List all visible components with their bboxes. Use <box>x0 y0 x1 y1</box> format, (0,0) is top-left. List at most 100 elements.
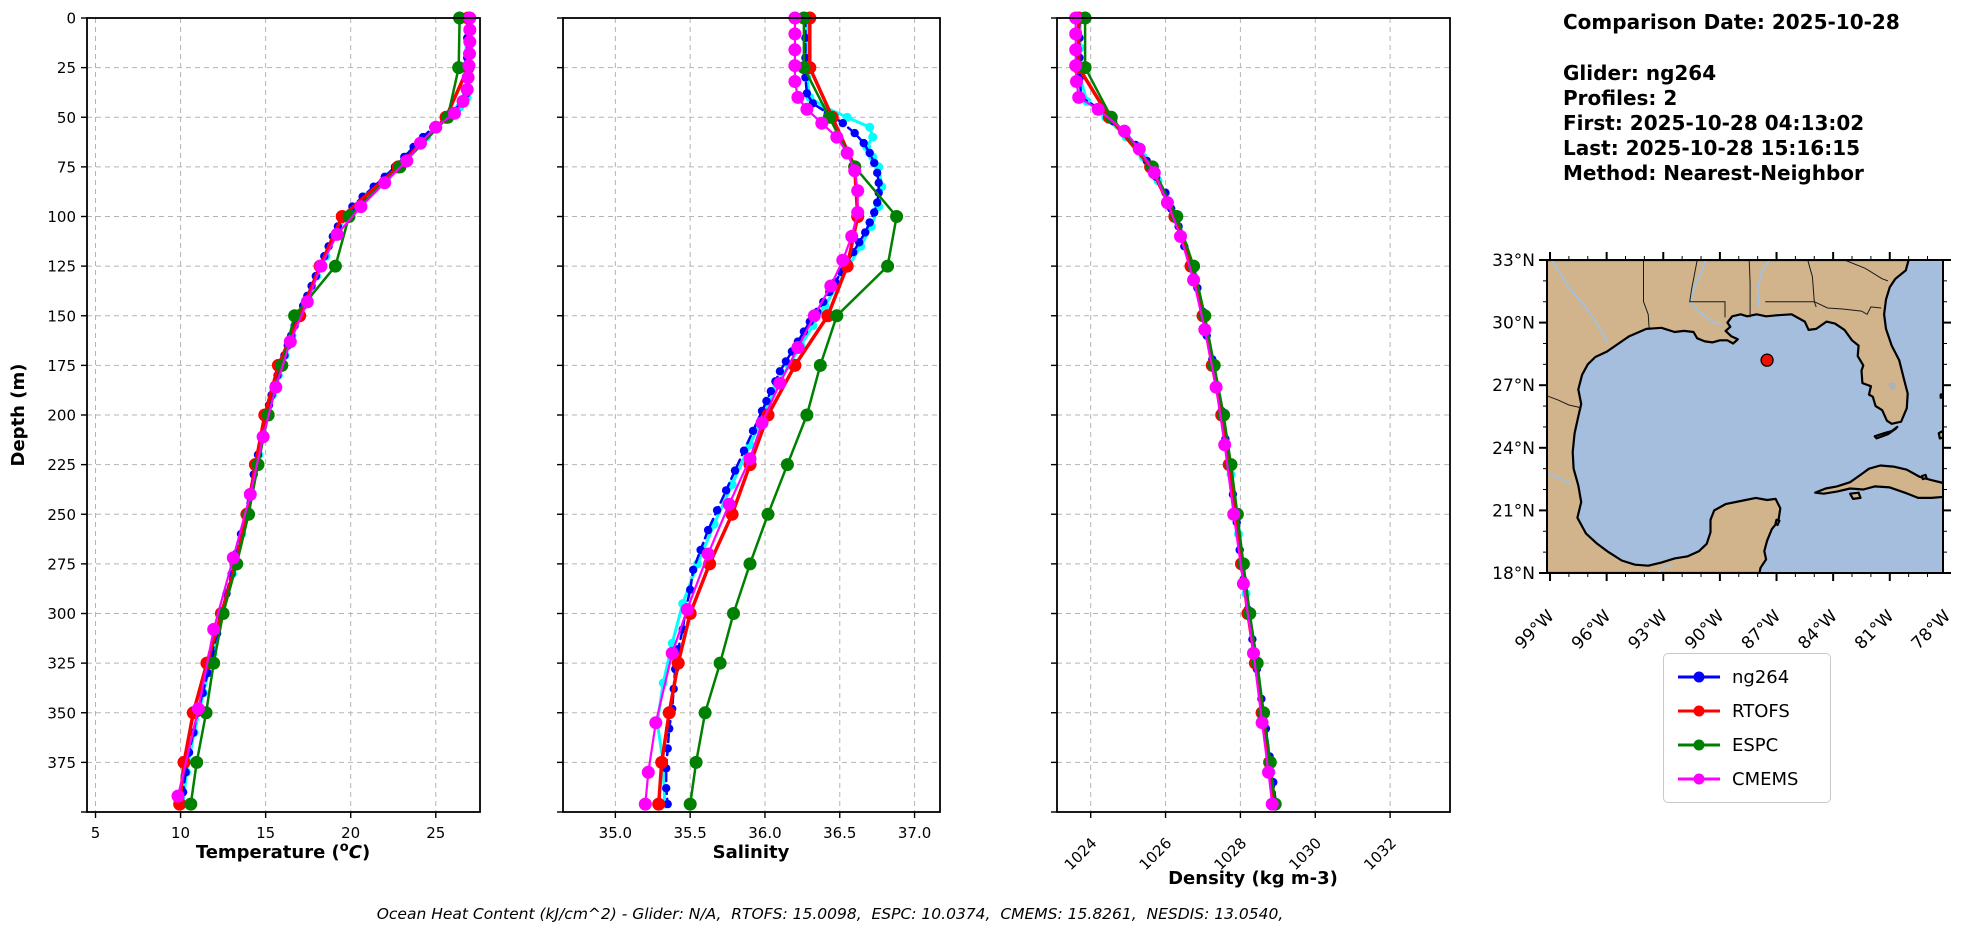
map-lon-label: 78°W <box>1908 606 1955 653</box>
depth-tick-label: 100 <box>47 208 76 226</box>
map-frame <box>1546 259 1944 574</box>
map-river <box>1689 260 1723 326</box>
map-lat-label: 18°N <box>1492 564 1535 584</box>
series-cmems <box>638 11 865 811</box>
temperature-axis-label: Temperature (oC) <box>196 840 370 863</box>
salinity-plot-frame <box>562 17 941 813</box>
depth-tick-label: 150 <box>47 307 76 325</box>
gulf-of-mexico-map: 33°N 30°N 27°N 24°N 21°N 18°N 99°W 96°W 93°W 90°W… <box>1492 251 1955 654</box>
map-land <box>1814 464 1943 499</box>
last-profile-line: Last: 2025-10-28 15:16:15 <box>1563 136 1861 160</box>
temperature-plot-frame <box>86 17 481 813</box>
header-spacer <box>1563 35 1900 61</box>
map-state-border <box>1814 301 1882 315</box>
salinity-tick-label: 35.5 <box>673 824 706 842</box>
series-espc <box>683 11 904 811</box>
salinity-chart: 35.0 35.5 36.0 36.5 37.0 Salinity <box>557 11 941 863</box>
map-state-border <box>1643 260 1650 328</box>
map-lon-label: 81°W <box>1851 606 1898 653</box>
density-tick-label: 1032 <box>1360 834 1400 874</box>
method-line: Method: Nearest-Neighbor <box>1563 161 1864 185</box>
map-land <box>1547 260 1910 573</box>
map-land <box>1849 491 1862 500</box>
series-ng264 <box>1075 13 1281 809</box>
series-espc <box>1078 11 1282 811</box>
density-axis-label: Density (kg m-3) <box>1168 868 1338 889</box>
temperature-tick-label: 15 <box>256 824 275 842</box>
salinity-axis-label: Salinity <box>713 842 790 863</box>
salinity-tick-label: 37.0 <box>898 824 931 842</box>
map-lat-label: 24°N <box>1492 439 1535 459</box>
legend-box: ng264 RTOFS ESPC CMEMS <box>1663 653 1831 803</box>
depth-tick-label: 375 <box>47 754 76 772</box>
map-lon-label: 87°W <box>1738 606 1785 653</box>
depth-tick-label: 250 <box>47 506 76 524</box>
map-lon-label: 84°W <box>1794 606 1841 653</box>
ocean-heat-content-footer: Ocean Heat Content (kJ/cm^2) - Glider: N… <box>376 905 1284 923</box>
map-lon-label: 93°W <box>1624 606 1671 653</box>
legend-entry-espc: ESPC <box>1676 728 1818 762</box>
depth-tick-label: 25 <box>57 59 76 77</box>
depth-tick-label: 325 <box>47 655 76 673</box>
map-lat-label: 21°N <box>1492 501 1535 521</box>
comparison-date-line: Comparison Date: 2025-10-28 <box>1563 10 1900 34</box>
density-tick-label: 1024 <box>1061 834 1101 874</box>
legend-label: CMEMS <box>1732 768 1799 790</box>
legend-entry-cmems: CMEMS <box>1676 762 1818 796</box>
legend-entry-rtofs: RTOFS <box>1676 694 1818 728</box>
temperature-tick-label: 20 <box>341 824 360 842</box>
map-state-border <box>1748 260 1751 318</box>
legend-line-marker-icon <box>1678 671 1720 683</box>
temperature-chart: 0 25 50 75 100 125 150 175 200 225 250 275 300 325 350… <box>8 10 481 863</box>
map-land <box>1873 425 1899 440</box>
map-lake <box>1887 382 1897 391</box>
map-lat-label: 30°N <box>1492 314 1535 334</box>
map-lon-label: 90°W <box>1681 606 1728 653</box>
legend-label: RTOFS <box>1732 700 1790 722</box>
map-river <box>1756 260 1770 309</box>
series-rtofs <box>1072 11 1281 811</box>
density-plot-frame <box>1056 17 1451 813</box>
map-state-border <box>1547 395 1582 410</box>
legend-line-marker-icon <box>1678 739 1720 751</box>
location-map: 33°N 30°N 27°N 24°N 21°N 18°N 99°W 96°W 93°W 90°W… <box>1492 251 1955 654</box>
temperature-tick-label: 10 <box>171 824 190 842</box>
glider-line: Glider: ng264 <box>1563 61 1717 85</box>
series-cmems <box>171 11 477 803</box>
legend-label: ESPC <box>1732 734 1779 756</box>
map-land <box>1937 430 1943 440</box>
map-state-border <box>1689 260 1726 318</box>
series-espc <box>184 11 467 811</box>
glider-location-marker <box>1760 353 1774 367</box>
map-river <box>1547 472 1573 486</box>
salinity-tick-label: 35.0 <box>599 824 632 842</box>
depth-tick-label: 275 <box>47 555 76 573</box>
info-header: Comparison Date: 2025-10-28 Glider: ng26… <box>1563 10 1900 186</box>
map-land <box>1774 518 1781 527</box>
depth-tick-label: 175 <box>47 357 76 375</box>
map-river <box>1551 260 1610 344</box>
map-lat-label: 33°N <box>1492 251 1535 271</box>
depth-tick-label: 50 <box>57 109 76 127</box>
map-river <box>1657 563 1673 573</box>
legend-entry-ng264: ng264 <box>1676 660 1818 694</box>
depth-tick-label: 200 <box>47 407 76 425</box>
temperature-tick-label: 25 <box>426 824 445 842</box>
depth-axis-label: Depth (m) <box>8 364 29 467</box>
depth-tick-label: 75 <box>57 158 76 176</box>
map-state-border <box>1807 260 1815 302</box>
salinity-tick-label: 36.5 <box>823 824 856 842</box>
depth-tick-label: 350 <box>47 704 76 722</box>
series-ng264 <box>178 13 472 809</box>
salinity-tick-label: 36.0 <box>748 824 781 842</box>
depth-tick-label: 125 <box>47 258 76 276</box>
map-lat-label: 27°N <box>1492 376 1535 396</box>
first-profile-line: First: 2025-10-28 04:13:02 <box>1563 111 1865 135</box>
legend-line-marker-icon <box>1678 773 1720 785</box>
temperature-tick-label: 5 <box>91 824 101 842</box>
profiles-line: Profiles: 2 <box>1563 86 1678 110</box>
depth-tick-label: 300 <box>47 605 76 623</box>
